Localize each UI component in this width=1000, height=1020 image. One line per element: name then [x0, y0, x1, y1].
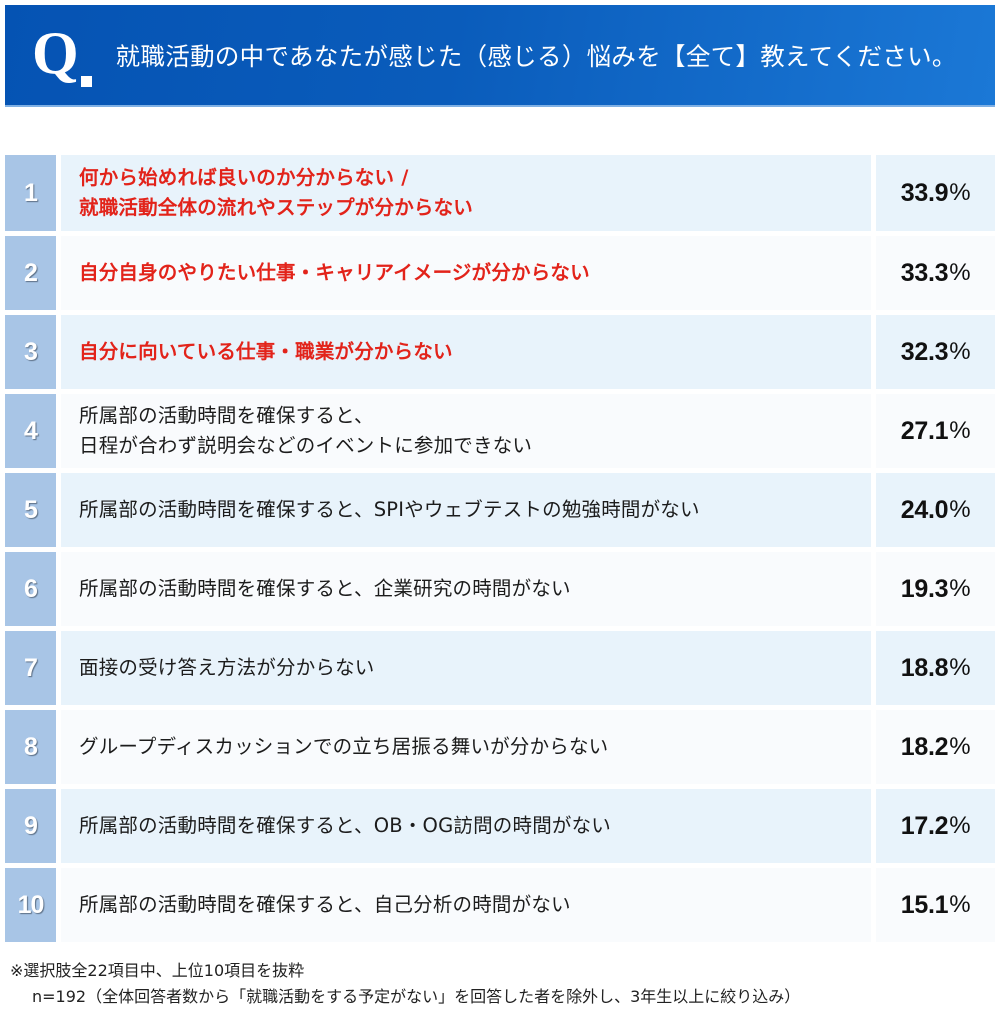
item-label-line: 日程が合わず説明会などのイベントに参加できない — [79, 434, 533, 457]
table-row: 1 何から始めれば良いのか分からない / 就職活動全体の流れやステップが分からない 3… — [5, 155, 995, 231]
q-dot — [80, 76, 92, 87]
percentage-number: 27.1 — [900, 416, 949, 445]
percentage-value: 33.9% — [876, 155, 995, 231]
percentage-value: 27.1% — [876, 394, 995, 468]
percent-sign: % — [949, 891, 971, 918]
ranking-table: 1 何から始めれば良いのか分からない / 就職活動全体の流れやステップが分からない 3… — [5, 155, 995, 947]
item-label-line: 自分自身のやりたい仕事・キャリアイメージが分からない — [79, 261, 590, 284]
percentage-number: 18.8 — [900, 653, 949, 682]
percentage-value: 32.3% — [876, 315, 995, 389]
item-label-line: 所属部の活動時間を確保すると、OB・OG訪問の時間がない — [79, 814, 612, 837]
item-label: 面接の受け答え方法が分からない — [61, 631, 871, 705]
item-label: 自分自身のやりたい仕事・キャリアイメージが分からない — [61, 236, 871, 310]
question-text: 就職活動の中であなたが感じた（感じる）悩みを【全て】教えてください。 — [115, 41, 957, 71]
percentage-number: 15.1 — [900, 890, 949, 919]
percentage-number: 33.9 — [900, 178, 949, 207]
percent-sign: % — [949, 575, 971, 602]
footnote-selection-note: ※選択肢全22項目中、上位10項目を抜粋 — [10, 961, 305, 980]
rank-badge: 7 — [5, 631, 56, 705]
percentage-number: 33.3 — [900, 258, 949, 287]
percent-sign: % — [949, 338, 971, 365]
table-row: 7 面接の受け答え方法が分からない 18.8% — [5, 631, 995, 705]
item-label-line: 所属部の活動時間を確保すると、企業研究の時間がない — [79, 577, 571, 600]
percentage-number: 18.2 — [900, 732, 949, 761]
item-label-line: 自分に向いている仕事・職業が分からない — [79, 340, 453, 363]
item-label: 自分に向いている仕事・職業が分からない — [61, 315, 871, 389]
item-label: 所属部の活動時間を確保すると、企業研究の時間がない — [61, 552, 871, 626]
rank-badge: 3 — [5, 315, 56, 389]
table-row: 9 所属部の活動時間を確保すると、OB・OG訪問の時間がない 17.2% — [5, 789, 995, 863]
item-label: 所属部の活動時間を確保すると、日程が合わず説明会などのイベントに参加できない — [61, 394, 871, 468]
table-row: 4 所属部の活動時間を確保すると、 日程が合わず説明会などのイベントに参加できない 2… — [5, 394, 995, 468]
table-row: 2 自分自身のやりたい仕事・キャリアイメージが分からない 33.3% — [5, 236, 995, 310]
item-label: 所属部の活動時間を確保すると、OB・OG訪問の時間がない — [61, 789, 871, 863]
rank-badge: 6 — [5, 552, 56, 626]
rank-badge: 4 — [5, 394, 56, 468]
footnote: ※選択肢全22項目中、上位10項目を抜粋 n=192（全体回答者数から「就職活動… — [10, 958, 800, 1010]
table-row: 10 所属部の活動時間を確保すると、自己分析の時間がない 15.1% — [5, 868, 995, 942]
item-label-line: 所属部の活動時間を確保すると、SPIやウェブテストの勉強時間がない — [79, 498, 700, 521]
item-label-line: 所属部の活動時間を確保すると、 — [79, 404, 374, 427]
item-label-line: 何から始めれば良いのか分からない / — [79, 166, 409, 189]
rank-badge: 5 — [5, 473, 56, 547]
table-row: 8 グループディスカッションでの立ち居振る舞いが分からない 18.2% — [5, 710, 995, 784]
percentage-value: 24.0% — [876, 473, 995, 547]
percent-sign: % — [949, 654, 971, 681]
percent-sign: % — [949, 496, 971, 523]
percentage-value: 33.3% — [876, 236, 995, 310]
table-row: 3 自分に向いている仕事・職業が分からない 32.3% — [5, 315, 995, 389]
percentage-number: 17.2 — [900, 811, 949, 840]
percent-sign: % — [949, 812, 971, 839]
percentage-value: 17.2% — [876, 789, 995, 863]
rank-badge: 8 — [5, 710, 56, 784]
item-label-line: 所属部の活動時間を確保すると、自己分析の時間がない — [79, 893, 571, 916]
rank-badge: 10 — [5, 868, 56, 942]
question-header: Q 就職活動の中であなたが感じた（感じる）悩みを【全て】教えてください。 — [5, 5, 995, 107]
percent-sign: % — [949, 179, 971, 206]
item-label: 所属部の活動時間を確保すると、SPIやウェブテストの勉強時間がない — [61, 473, 871, 547]
percent-sign: % — [949, 259, 971, 286]
q-mark-icon: Q — [32, 23, 92, 87]
rank-badge: 2 — [5, 236, 56, 310]
item-label: グループディスカッションでの立ち居振る舞いが分からない — [61, 710, 871, 784]
item-label: 所属部の活動時間を確保すると、自己分析の時間がない — [61, 868, 871, 942]
percent-sign: % — [949, 733, 971, 760]
table-row: 5 所属部の活動時間を確保すると、SPIやウェブテストの勉強時間がない 24.0% — [5, 473, 995, 547]
percentage-number: 24.0 — [900, 495, 949, 524]
percentage-value: 15.1% — [876, 868, 995, 942]
table-row: 6 所属部の活動時間を確保すると、企業研究の時間がない 19.3% — [5, 552, 995, 626]
percentage-value: 18.2% — [876, 710, 995, 784]
item-label-line: 就職活動全体の流れやステップが分からない — [79, 196, 474, 219]
percentage-number: 19.3 — [900, 574, 949, 603]
rank-badge: 9 — [5, 789, 56, 863]
item-label: 何から始めれば良いのか分からない / 就職活動全体の流れやステップが分からない — [61, 155, 871, 231]
footnote-sample-note: n=192（全体回答者数から「就職活動をする予定がない」を回答した者を除外し、3… — [32, 987, 801, 1006]
percentage-number: 32.3 — [900, 337, 949, 366]
item-label-line: グループディスカッションでの立ち居振る舞いが分からない — [79, 735, 609, 758]
item-label-line: 面接の受け答え方法が分からない — [79, 656, 375, 679]
percentage-value: 18.8% — [876, 631, 995, 705]
percent-sign: % — [949, 417, 971, 444]
rank-badge: 1 — [5, 155, 56, 231]
percentage-value: 19.3% — [876, 552, 995, 626]
